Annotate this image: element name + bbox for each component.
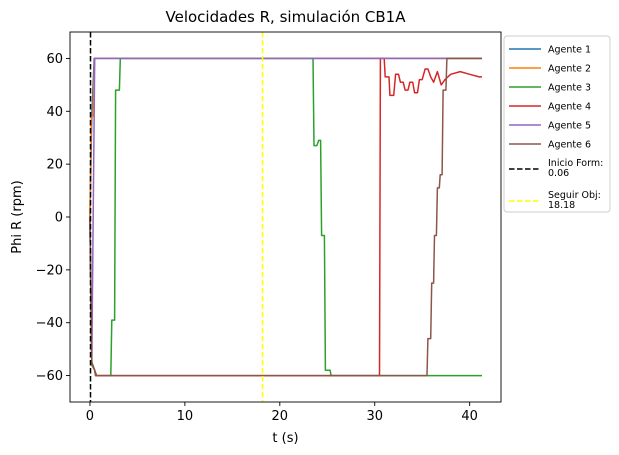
y-tick-label: 0 bbox=[55, 211, 63, 226]
y-tick-label: −60 bbox=[36, 369, 63, 384]
x-tick-label: 20 bbox=[272, 409, 289, 424]
plot-area: 0 10 20 30 40 −60 −40 −20 0 20 40 60 bbox=[36, 31, 502, 424]
legend-label-inicio-form: 0.06 bbox=[548, 168, 569, 179]
legend: Agente 1 Agente 2 Agente 3 Agente 4 Agente 5… bbox=[503, 35, 611, 213]
legend-label-agente-4: Agente 4 bbox=[548, 102, 591, 113]
series-group bbox=[89, 32, 482, 402]
legend-box bbox=[503, 35, 611, 213]
legend-label-agente-5: Agente 5 bbox=[548, 121, 591, 132]
y-tick-label: −20 bbox=[36, 263, 63, 278]
legend-label-inicio-form: Inicio Form: bbox=[548, 158, 603, 169]
legend-label-seguir-obj: 18.18 bbox=[548, 200, 575, 211]
x-tick-label: 30 bbox=[366, 409, 383, 424]
y-axis-title: Phi R (rpm) bbox=[10, 180, 25, 253]
y-tick-label: 60 bbox=[46, 52, 63, 67]
x-axis-title: t (s) bbox=[272, 431, 298, 446]
legend-label-agente-2: Agente 2 bbox=[548, 64, 591, 75]
chart-title: Velocidades R, simulación CB1A bbox=[166, 8, 407, 26]
series-line-agente-6 bbox=[89, 57, 482, 377]
legend-label-seguir-obj: Seguir Obj: bbox=[548, 190, 601, 201]
legend-label-agente-1: Agente 1 bbox=[548, 45, 591, 56]
legend-label-agente-6: Agente 6 bbox=[548, 140, 591, 151]
y-tick-label: 20 bbox=[46, 158, 63, 173]
legend-label-agente-3: Agente 3 bbox=[548, 83, 591, 94]
x-tick-label: 0 bbox=[86, 409, 94, 424]
x-tick-label: 40 bbox=[461, 409, 478, 424]
x-tick-label: 10 bbox=[177, 409, 194, 424]
y-tick-label: 40 bbox=[46, 105, 63, 120]
y-tick-label: −40 bbox=[36, 316, 63, 331]
